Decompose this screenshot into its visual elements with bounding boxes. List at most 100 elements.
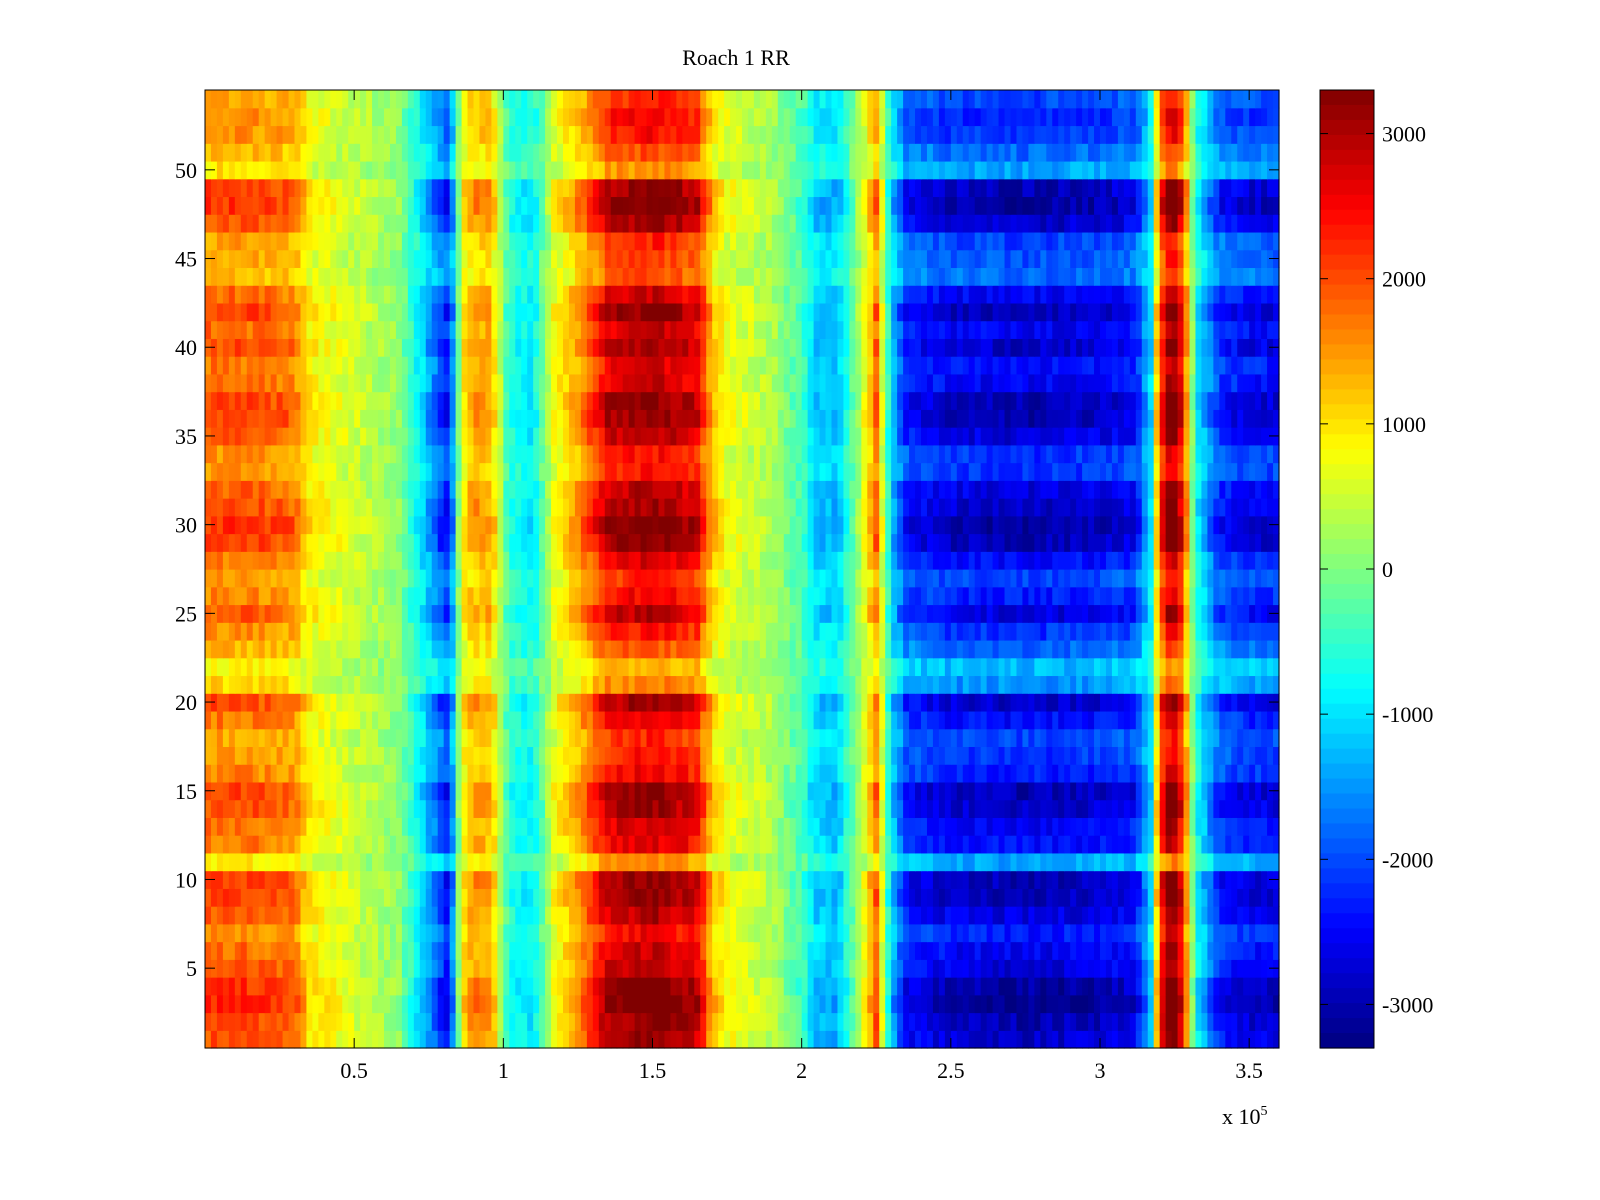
heatmap-cell (491, 977, 498, 996)
heatmap-cell (509, 817, 516, 836)
heatmap-cell (330, 604, 337, 623)
heatmap-cell (950, 941, 958, 960)
heatmap-cell (1249, 622, 1256, 641)
heatmap-cell (491, 657, 498, 677)
heatmap-cell (831, 1012, 839, 1031)
heatmap-cell (921, 959, 928, 978)
heatmap-cell (1177, 941, 1185, 960)
heatmap-cell (246, 569, 254, 588)
heatmap-cell (401, 569, 409, 588)
heatmap-cell (491, 675, 498, 694)
heatmap-cell (1243, 977, 1250, 996)
heatmap-cell (306, 781, 313, 801)
heatmap-cell (604, 728, 612, 748)
heatmap-cell (551, 941, 558, 960)
heatmap-cell (479, 977, 487, 996)
heatmap-cell (801, 817, 809, 836)
heatmap-cell (610, 710, 618, 730)
heatmap-cell (545, 622, 552, 641)
heatmap-cell (557, 870, 564, 889)
heatmap-cell (1123, 728, 1131, 748)
heatmap-cell (1028, 959, 1035, 978)
heatmap-cell (378, 675, 385, 694)
heatmap-cell (270, 622, 278, 641)
heatmap-cell (771, 852, 779, 872)
heatmap-cell (879, 657, 886, 677)
heatmap-cell (216, 994, 224, 1014)
heatmap-cell (557, 1030, 564, 1049)
heatmap-cell (252, 852, 260, 872)
heatmap-cell (807, 870, 815, 889)
heatmap-cell (330, 799, 337, 818)
heatmap-cell (897, 888, 904, 907)
heatmap-cell (932, 959, 940, 978)
heatmap-cell (270, 1012, 278, 1031)
heatmap-cell (909, 1012, 916, 1031)
heatmap-cell (563, 1012, 570, 1031)
heatmap-cell (1088, 586, 1095, 606)
heatmap-cell (1237, 693, 1244, 712)
heatmap-cell (759, 1012, 767, 1031)
heatmap-cell (622, 941, 630, 960)
heatmap-cell (765, 888, 773, 907)
heatmap-cell (652, 817, 660, 836)
heatmap-cell (455, 622, 463, 641)
heatmap-cell (879, 604, 886, 623)
heatmap-cell (1028, 835, 1035, 854)
heatmap-cell (1183, 923, 1191, 943)
heatmap-cell (640, 639, 648, 659)
heatmap-cell (646, 888, 654, 907)
heatmap-cell (563, 569, 570, 588)
heatmap-cell (1219, 586, 1226, 606)
heatmap-cell (700, 622, 707, 641)
heatmap-cell (1022, 1012, 1029, 1031)
heatmap-cell (378, 959, 385, 978)
heatmap-cell (891, 994, 898, 1014)
heatmap-cell (676, 551, 683, 570)
heatmap-cell (909, 551, 916, 570)
heatmap-cell (443, 870, 451, 889)
heatmap-cell (1070, 622, 1077, 641)
heatmap-cell (1237, 799, 1244, 818)
heatmap-cell (700, 657, 707, 677)
heatmap-cell (1016, 675, 1024, 694)
heatmap-cell (813, 817, 821, 836)
heatmap-cell (950, 639, 958, 659)
heatmap-cell (1028, 693, 1035, 712)
heatmap-cell (580, 870, 588, 889)
heatmap-cell (1129, 764, 1137, 783)
heatmap-cell (598, 1012, 606, 1031)
heatmap-cell (1082, 622, 1089, 641)
heatmap-cell (676, 941, 683, 960)
heatmap-cell (252, 959, 260, 978)
heatmap-cell (252, 870, 260, 889)
heatmap-cell (574, 923, 582, 943)
heatmap-cell (228, 569, 236, 588)
heatmap-cell (366, 586, 373, 606)
heatmap-cell (580, 746, 588, 765)
heatmap-cell (461, 870, 469, 889)
heatmap-cell (956, 906, 964, 925)
heatmap-cell (1123, 657, 1131, 677)
heatmap-cell (998, 923, 1006, 943)
heatmap-cell (909, 746, 916, 765)
heatmap-cell (300, 551, 308, 570)
heatmap-cell (1141, 710, 1149, 730)
heatmap-cell (849, 888, 856, 907)
heatmap-cell (736, 994, 743, 1014)
heatmap-cell (825, 764, 833, 783)
heatmap-cell (497, 781, 504, 801)
heatmap-cell (378, 870, 385, 889)
heatmap-cell (545, 639, 552, 659)
heatmap-cell (670, 852, 677, 872)
heatmap-cell (300, 604, 308, 623)
heatmap-cell (1040, 657, 1047, 677)
heatmap-cell (312, 639, 319, 659)
heatmap-cell (1243, 923, 1250, 943)
heatmap-cell (1117, 639, 1125, 659)
heatmap-cell (574, 781, 582, 801)
heatmap-cell (527, 693, 534, 712)
heatmap-cell (855, 657, 862, 677)
heatmap-cell (664, 746, 671, 765)
